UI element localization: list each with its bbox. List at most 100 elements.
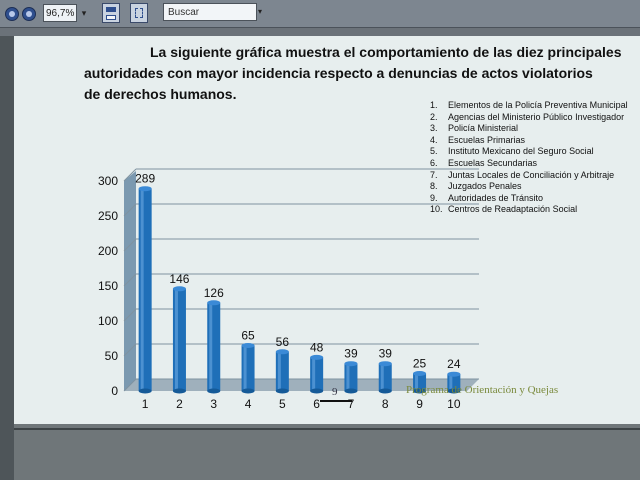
page-number-underline bbox=[320, 400, 352, 402]
bar-body bbox=[207, 302, 221, 391]
save-icon-label bbox=[106, 15, 116, 20]
intro-line-1: La siguiente gráfica muestra el comporta… bbox=[150, 44, 622, 60]
bar bbox=[447, 371, 461, 394]
y-tick-label: 0 bbox=[111, 384, 118, 398]
bar-base bbox=[344, 388, 358, 394]
x-tick-label: 6 bbox=[313, 397, 320, 411]
x-tick-label: 2 bbox=[176, 397, 183, 411]
legend-item-label: Escuelas Primarias bbox=[448, 134, 526, 145]
legend-item-number: 1. bbox=[430, 100, 438, 110]
bar bbox=[138, 186, 152, 394]
bar-cap bbox=[447, 371, 461, 377]
bar-base bbox=[172, 388, 186, 394]
viewer-bottom-area bbox=[14, 424, 640, 480]
bar-highlight bbox=[449, 374, 453, 391]
data-label: 39 bbox=[344, 347, 358, 361]
intro-line-2: autoridades con mayor incidencia respect… bbox=[84, 65, 593, 81]
bar-highlight bbox=[277, 351, 281, 391]
data-label: 65 bbox=[241, 329, 255, 343]
data-label: 24 bbox=[447, 357, 461, 371]
gridline-diagonal bbox=[123, 308, 137, 322]
x-tick-label: 9 bbox=[416, 397, 423, 411]
x-tick-label: 5 bbox=[279, 397, 286, 411]
fit-page-icon[interactable] bbox=[130, 3, 148, 23]
gridline-diagonal bbox=[123, 168, 137, 182]
legend-item-label: Policía Ministerial bbox=[448, 123, 519, 134]
data-label: 39 bbox=[379, 347, 393, 361]
fit-page-icon-frame bbox=[135, 8, 143, 18]
bar bbox=[207, 300, 221, 394]
bar-cap bbox=[275, 349, 289, 355]
y-tick-label: 250 bbox=[98, 209, 118, 223]
y-tick-label: 50 bbox=[105, 349, 119, 363]
document-page: La siguiente gráfica muestra el comporta… bbox=[14, 36, 640, 438]
bar-cap bbox=[241, 343, 255, 348]
forward-icon[interactable] bbox=[22, 7, 36, 21]
legend-item: 6. Escuelas Secundarias bbox=[430, 158, 630, 170]
zoom-input[interactable]: 96,7% bbox=[43, 4, 77, 22]
y-tick-label: 100 bbox=[98, 314, 118, 328]
bar bbox=[172, 286, 186, 394]
x-tick-label: 8 bbox=[382, 397, 389, 411]
gridline-diagonal bbox=[123, 203, 137, 217]
legend-item: 2. Agencias del Ministerio Público Invest… bbox=[430, 112, 630, 124]
bar-base bbox=[413, 388, 427, 394]
bar-cap bbox=[344, 361, 358, 367]
legend-item-number: 7. bbox=[430, 169, 438, 180]
data-label: 56 bbox=[276, 335, 290, 349]
data-label: 25 bbox=[413, 357, 427, 371]
bar-cap bbox=[207, 300, 221, 306]
legend-item-number: 6. bbox=[430, 157, 438, 168]
bar bbox=[378, 361, 392, 394]
search-input[interactable]: Buscar bbox=[163, 3, 257, 21]
legend-item-label: Escuelas Secundarias bbox=[448, 157, 538, 168]
bar-body bbox=[138, 188, 152, 391]
bar-body bbox=[241, 345, 255, 391]
legend-item: 10. Centros de Readaptación Social bbox=[430, 204, 630, 216]
y-tick-label: 150 bbox=[98, 279, 118, 293]
gridline-diagonal bbox=[123, 343, 137, 357]
bar-base bbox=[447, 388, 461, 394]
bar-highlight bbox=[243, 345, 247, 391]
legend-item-number: 3. bbox=[430, 123, 438, 134]
bar bbox=[275, 349, 289, 394]
bar-highlight bbox=[140, 188, 144, 391]
y-tick-label: 300 bbox=[98, 174, 118, 188]
bar-base bbox=[310, 388, 324, 394]
gridline-diagonal bbox=[123, 273, 137, 287]
y-tick-label: 200 bbox=[98, 244, 118, 258]
chart-side-wall bbox=[124, 171, 136, 391]
data-label: 146 bbox=[169, 272, 189, 286]
chevron-down-icon[interactable]: ▾ bbox=[81, 8, 87, 18]
legend-item-label: Juzgados Penales bbox=[448, 181, 522, 192]
legend-item-number: 5. bbox=[430, 146, 438, 157]
viewer-bottom-rule bbox=[14, 428, 640, 430]
bar bbox=[310, 354, 324, 394]
bar-cap bbox=[413, 371, 427, 376]
legend-item-number: 2. bbox=[430, 111, 438, 122]
page-number: 9 bbox=[332, 386, 338, 398]
legend-item: 5. Instituto Mexicano del Seguro Social bbox=[430, 146, 630, 158]
bar-highlight bbox=[380, 363, 384, 391]
bar bbox=[344, 361, 358, 394]
save-icon-shutter bbox=[106, 7, 116, 12]
bar-base bbox=[207, 388, 221, 394]
bar-highlight bbox=[174, 288, 178, 391]
back-icon[interactable] bbox=[5, 7, 19, 21]
legend-item: 7. Juntas Locales de Conciliación y Arbit… bbox=[430, 170, 630, 182]
left-panel-edge bbox=[0, 36, 14, 480]
legend-item: 1. Elementos de la Policía Preventiva Mun… bbox=[430, 100, 630, 112]
data-label: 126 bbox=[204, 286, 224, 300]
bar-cap bbox=[310, 354, 324, 360]
bar-highlight bbox=[346, 363, 350, 391]
search-dropdown-icon[interactable]: ▾ bbox=[258, 7, 263, 16]
footer-text: Programa de Orientación y Quejas bbox=[406, 384, 559, 396]
bar-body bbox=[172, 288, 186, 391]
x-tick-label: 3 bbox=[210, 397, 217, 411]
legend-item: 3. Policía Ministerial bbox=[430, 123, 630, 135]
save-icon[interactable] bbox=[102, 3, 120, 23]
bar-cap bbox=[172, 286, 186, 292]
bar-base bbox=[275, 388, 289, 394]
legend-item-label: Agencias del Ministerio Público Investig… bbox=[448, 111, 625, 122]
legend-item-label: Juntas Locales de Conciliación y Arbitra… bbox=[448, 169, 615, 180]
